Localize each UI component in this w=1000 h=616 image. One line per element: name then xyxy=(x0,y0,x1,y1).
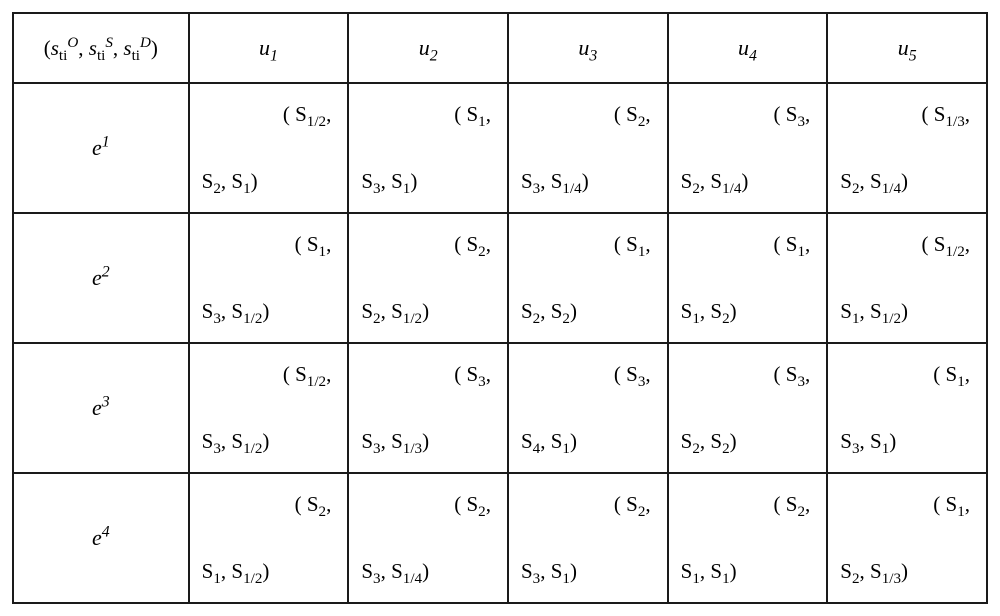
table-row: e2 ( S1,S3, S1/2) ( S2,S2, S1/2) ( S1,S2… xyxy=(13,213,987,343)
cell-e1-u4: ( S3,S2, S1/4) xyxy=(668,83,828,213)
cell-e2-u3: ( S1,S2, S2) xyxy=(508,213,668,343)
cell-e2-u1: ( S1,S3, S1/2) xyxy=(189,213,349,343)
cell-e4-u4: ( S2,S1, S1) xyxy=(668,473,828,603)
table-row: e1 ( S1/2,S2, S1) ( S1,S3, S1) ( S2,S3, … xyxy=(13,83,987,213)
col-header-u3: u3 xyxy=(508,13,668,83)
table-row: e4 ( S2,S1, S1/2) ( S2,S3, S1/4) ( S2,S3… xyxy=(13,473,987,603)
col-header-u4: u4 xyxy=(668,13,828,83)
cell-e1-u5: ( S1/3,S2, S1/4) xyxy=(827,83,987,213)
col-header-u1: u1 xyxy=(189,13,349,83)
cell-e3-u3: ( S3,S4, S1) xyxy=(508,343,668,473)
cell-e4-u3: ( S2,S3, S1) xyxy=(508,473,668,603)
corner-tuple-label: (stiO, stiS, stiD) xyxy=(44,36,158,60)
cell-e4-u2: ( S2,S3, S1/4) xyxy=(348,473,508,603)
col-header-u5: u5 xyxy=(827,13,987,83)
col-header-u2: u2 xyxy=(348,13,508,83)
cell-e1-u2: ( S1,S3, S1) xyxy=(348,83,508,213)
row-header-e1: e1 xyxy=(13,83,189,213)
linguistic-tuple-table: (stiO, stiS, stiD) u1 u2 u3 u4 u5 e1 ( S… xyxy=(12,12,988,604)
row-header-e2: e2 xyxy=(13,213,189,343)
cell-e2-u5: ( S1/2,S1, S1/2) xyxy=(827,213,987,343)
row-header-e4: e4 xyxy=(13,473,189,603)
corner-cell: (stiO, stiS, stiD) xyxy=(13,13,189,83)
cell-e1-u3: ( S2,S3, S1/4) xyxy=(508,83,668,213)
table-row: e3 ( S1/2,S3, S1/2) ( S3,S3, S1/3) ( S3,… xyxy=(13,343,987,473)
cell-e2-u2: ( S2,S2, S1/2) xyxy=(348,213,508,343)
cell-e4-u5: ( S1,S2, S1/3) xyxy=(827,473,987,603)
cell-e3-u4: ( S3,S2, S2) xyxy=(668,343,828,473)
cell-e3-u5: ( S1,S3, S1) xyxy=(827,343,987,473)
cell-e1-u1: ( S1/2,S2, S1) xyxy=(189,83,349,213)
cell-e3-u2: ( S3,S3, S1/3) xyxy=(348,343,508,473)
cell-e3-u1: ( S1/2,S3, S1/2) xyxy=(189,343,349,473)
row-header-e3: e3 xyxy=(13,343,189,473)
cell-e2-u4: ( S1,S1, S2) xyxy=(668,213,828,343)
header-row: (stiO, stiS, stiD) u1 u2 u3 u4 u5 xyxy=(13,13,987,83)
cell-e4-u1: ( S2,S1, S1/2) xyxy=(189,473,349,603)
